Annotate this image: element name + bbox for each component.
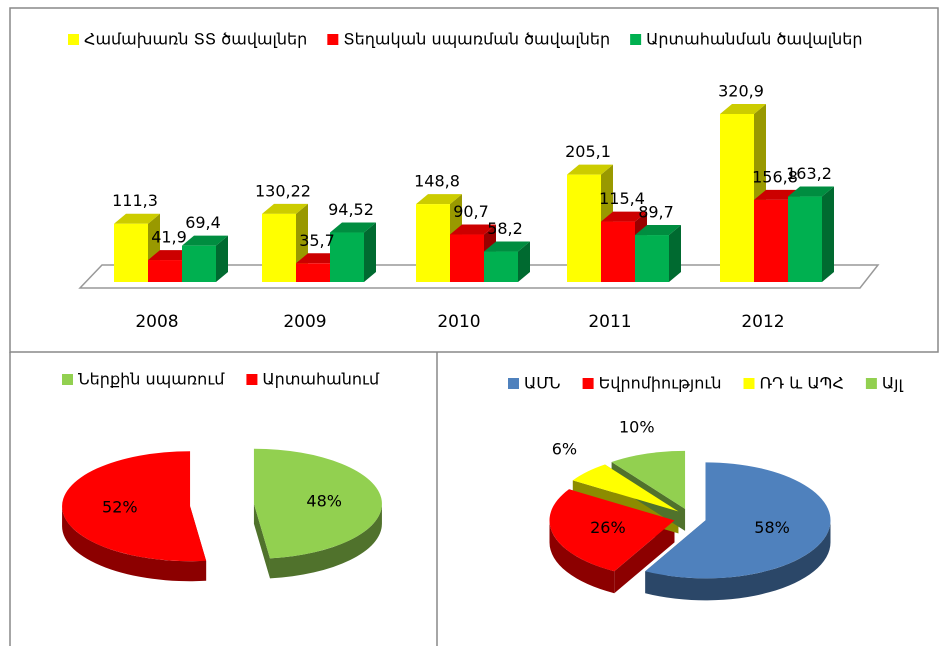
- bar-top: [601, 211, 647, 222]
- bar-top: [484, 241, 530, 252]
- bar: [182, 245, 216, 282]
- bar: [484, 251, 518, 282]
- bar-top: [416, 194, 462, 205]
- slice-side: [645, 520, 831, 601]
- bar-side: [518, 241, 530, 282]
- bar-top: [114, 213, 160, 224]
- legend-swatch: [582, 378, 594, 389]
- legend-swatch: [865, 378, 877, 389]
- bar-top: [720, 104, 766, 114]
- data-label: 111,3: [112, 191, 158, 210]
- legend-label: Արտահանման ծավալներ: [646, 30, 862, 49]
- legend-label: Եվրոմիություն: [599, 374, 722, 393]
- slice-side: [269, 503, 382, 579]
- legend-swatch: [68, 34, 79, 45]
- legend-label: Այլ: [882, 374, 904, 393]
- legend-swatch: [62, 374, 73, 385]
- bar: [114, 223, 148, 282]
- bar: [720, 114, 754, 282]
- bar: [262, 213, 296, 282]
- x-tick-label: 2010: [437, 312, 480, 332]
- x-tick-label: 2008: [135, 312, 178, 332]
- bar: [450, 234, 484, 282]
- slice: [572, 464, 679, 512]
- bar: [635, 235, 669, 282]
- slice-side: [62, 506, 207, 582]
- data-label: 163,2: [786, 164, 832, 183]
- bar: [330, 232, 364, 282]
- slice: [549, 489, 675, 572]
- bar-side: [364, 222, 376, 282]
- bar: [601, 221, 635, 282]
- data-label: 89,7: [638, 203, 674, 222]
- data-label: 41,9: [151, 228, 187, 247]
- bar-top: [635, 225, 681, 236]
- slice: [62, 451, 207, 562]
- x-tick-label: 2011: [588, 312, 631, 332]
- legend-label: Ներքին սպառում: [78, 370, 225, 389]
- data-label: 10%: [619, 417, 655, 436]
- legend-swatch: [508, 378, 519, 389]
- bar-top: [182, 235, 228, 246]
- bar: [754, 199, 788, 282]
- data-label: 90,7: [453, 202, 489, 221]
- slice: [611, 450, 686, 509]
- slice-wall: [253, 503, 270, 579]
- legend-swatch: [630, 34, 642, 45]
- x-tick-label: 2009: [283, 312, 326, 332]
- legend-label: Արտահանում: [262, 370, 380, 389]
- data-label: 148,8: [414, 172, 460, 191]
- data-label: 320,9: [718, 82, 764, 101]
- legend-label: Տեղական սպառման ծավալներ: [343, 30, 610, 49]
- bar: [148, 260, 182, 282]
- bar: [416, 204, 450, 282]
- data-label: 48%: [306, 491, 342, 510]
- legend-swatch: [246, 374, 258, 385]
- bar-top: [788, 186, 834, 197]
- slice: [645, 462, 831, 579]
- bar: [296, 263, 330, 282]
- data-label: 35,7: [299, 231, 335, 250]
- bar-side: [216, 235, 228, 282]
- data-label: 94,52: [328, 200, 374, 219]
- x-tick-label: 2012: [741, 312, 784, 332]
- slice-wall: [614, 520, 675, 594]
- slice: [253, 448, 382, 559]
- data-label: 58%: [754, 518, 790, 537]
- bar: [567, 174, 601, 282]
- bar-top: [450, 224, 496, 235]
- bar-top: [567, 164, 613, 175]
- legend-label: ՌԴ և ԱՊՀ: [760, 374, 844, 393]
- data-label: 52%: [102, 498, 138, 517]
- bar-side: [669, 225, 681, 282]
- data-label: 130,22: [255, 181, 311, 200]
- bar-top: [262, 203, 308, 214]
- data-label: 156,8: [752, 167, 798, 186]
- panel-border: [9, 7, 939, 353]
- legend-swatch: [743, 378, 755, 389]
- slice-side: [549, 520, 615, 594]
- data-label: 205,1: [565, 142, 611, 161]
- bar-top: [330, 222, 376, 233]
- bar-side: [822, 186, 834, 282]
- legend-label: Համախառն ՏՏ ծավալներ: [84, 30, 307, 49]
- bar: [788, 196, 822, 282]
- data-label: 58,2: [487, 219, 523, 238]
- data-label: 69,4: [185, 213, 221, 232]
- legend-label: ԱՄՆ: [524, 374, 561, 393]
- data-label: 6%: [552, 439, 577, 458]
- legend-swatch: [327, 34, 339, 45]
- data-label: 26%: [590, 518, 626, 537]
- data-label: 115,4: [599, 189, 645, 208]
